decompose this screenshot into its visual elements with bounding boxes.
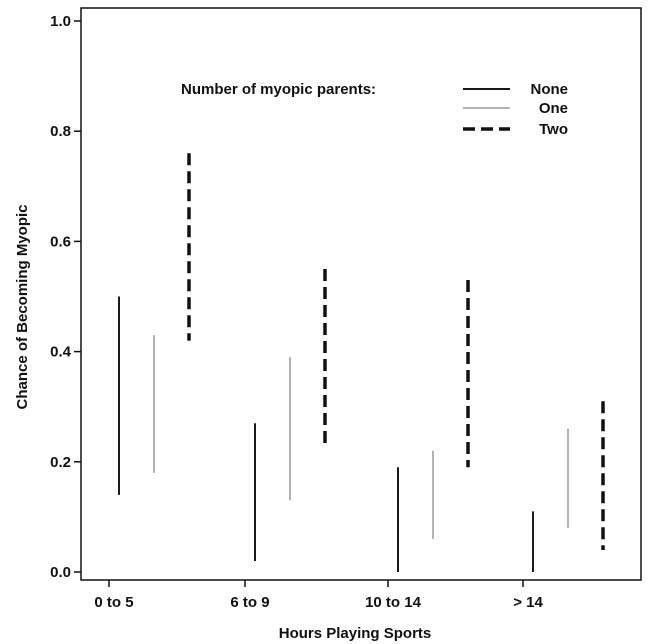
ticks-layer: 0.0 0.2 0.4 0.6 0.8 1.0 0 to 5 6 to 9 10 to 14 > … xyxy=(50,13,543,611)
y-tick-label: 0.8 xyxy=(50,123,71,140)
x-tick-label: > 14 xyxy=(513,594,543,611)
y-tick-label: 1.0 xyxy=(50,13,71,30)
axes-layer xyxy=(80,7,642,581)
legend-label-two: Two xyxy=(539,121,568,138)
y-tick-label: 0.6 xyxy=(50,233,71,250)
range-bars-layer xyxy=(118,153,605,572)
y-tick-label: 0.2 xyxy=(50,454,71,471)
plot-frame xyxy=(80,7,642,581)
legend-title: Number of myopic parents: xyxy=(181,81,376,98)
x-tick-label: 6 to 9 xyxy=(230,594,269,611)
x-tick-label: 0 to 5 xyxy=(94,594,133,611)
y-axis-title: Chance of Becoming Myopic xyxy=(14,204,31,409)
legend-label-none: None xyxy=(531,81,569,98)
y-tick-label: 0.0 xyxy=(50,564,71,581)
legend-label-one: One xyxy=(539,100,568,117)
y-tick-label: 0.4 xyxy=(50,344,72,361)
x-axis-title: Hours Playing Sports xyxy=(279,625,432,642)
x-tick-label: 10 to 14 xyxy=(365,594,422,611)
legend: Number of myopic parents: None One Two xyxy=(181,81,568,138)
